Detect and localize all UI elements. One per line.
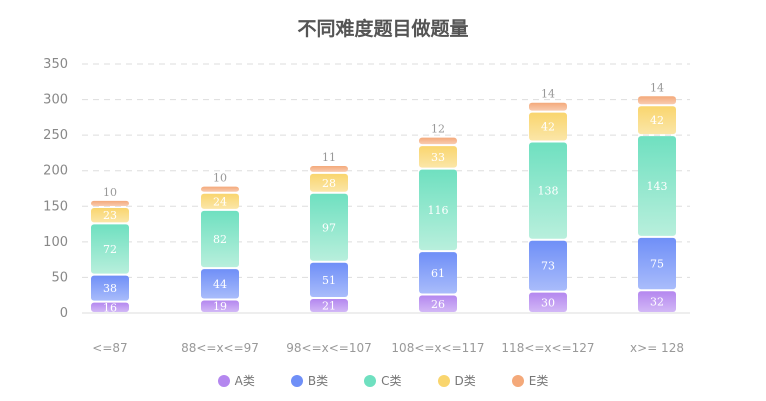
bar-segment (91, 275, 129, 301)
bar-segment (529, 142, 567, 239)
x-axis-ticks: <=87 88<=x<=97 98<=x<=107 108<=x<=117 118<=x… (92, 341, 684, 355)
legend-swatch (217, 374, 230, 387)
y-tick-label: 300 (43, 93, 68, 108)
data-label: 14 (541, 88, 555, 101)
data-label: 21 (322, 300, 336, 313)
bar-segment (419, 169, 457, 251)
data-label: 14 (650, 81, 664, 94)
data-label: 26 (431, 298, 445, 311)
x-tick-label: 108<=x<=117 (391, 341, 484, 355)
bar-segment (638, 136, 676, 236)
bar-segment (638, 291, 676, 312)
bar-segment (310, 193, 348, 261)
bar-segment (419, 137, 457, 145)
y-tick-label: 0 (60, 306, 68, 321)
bar-segment (529, 240, 567, 291)
y-tick-label: 100 (43, 235, 68, 250)
data-label: 61 (431, 267, 445, 280)
legend-label: D类 (454, 374, 476, 388)
legend-item[interactable]: E类 (511, 372, 549, 389)
y-tick-label: 200 (43, 164, 68, 179)
data-label: 138 (538, 185, 559, 198)
data-label: 28 (322, 177, 336, 190)
data-label: 19 (213, 300, 227, 313)
legend-swatch (437, 374, 450, 387)
legend-label: C类 (381, 374, 402, 388)
legend-label: A类 (234, 374, 255, 388)
legend-swatch (290, 374, 303, 387)
legend-item[interactable]: A类 (217, 372, 255, 389)
bar-segment (91, 200, 129, 206)
data-label: 16 (103, 301, 117, 314)
legend-item[interactable]: B类 (290, 372, 329, 389)
data-label: 11 (322, 151, 336, 164)
bar-segment (310, 166, 348, 172)
bar-segment (310, 173, 348, 192)
data-label: 72 (103, 243, 117, 256)
x-tick-label: x>= 128 (630, 341, 684, 355)
x-tick-label: <=87 (92, 341, 127, 355)
bar-segment (310, 299, 348, 312)
y-tick-label: 250 (43, 128, 68, 143)
data-label: 97 (322, 221, 336, 234)
bar-segment (419, 146, 457, 168)
data-label: 51 (322, 274, 336, 287)
bar-segment (201, 210, 239, 268)
legend-swatch (511, 374, 524, 387)
bars (91, 96, 676, 312)
legend: A类 B类 C类 D类 E类 (0, 372, 766, 389)
bar-segment (638, 106, 676, 135)
data-label: 32 (650, 296, 664, 309)
y-tick-label: 350 (43, 57, 68, 72)
bar-segment (201, 186, 239, 192)
legend-swatch (364, 374, 377, 387)
bar-segment (638, 96, 676, 105)
bar-segment (91, 302, 129, 312)
grid-lines (82, 63, 690, 314)
x-tick-label: 98<=x<=107 (286, 341, 372, 355)
bar-segment (529, 102, 567, 111)
data-label: 75 (650, 258, 664, 271)
y-tick-label: 150 (43, 199, 68, 214)
data-label: 10 (213, 172, 227, 185)
x-tick-label: 88<=x<=97 (181, 341, 259, 355)
legend-item[interactable]: C类 (364, 372, 402, 389)
bar-segment (91, 224, 129, 274)
bar-segment (201, 269, 239, 299)
data-label: 33 (431, 151, 445, 164)
data-label: 42 (650, 114, 664, 127)
y-axis-ticks: 0 50 100 150 200 250 300 350 (43, 57, 68, 321)
data-label: 116 (428, 204, 449, 217)
bar-segment (91, 207, 129, 223)
data-label: 82 (213, 233, 227, 246)
bar-segment (201, 300, 239, 312)
data-label: 30 (541, 296, 555, 309)
data-label: 24 (213, 195, 227, 208)
bar-segment (310, 262, 348, 298)
legend-label: B类 (307, 374, 329, 388)
y-tick-label: 50 (51, 270, 68, 285)
bar-segment (638, 237, 676, 290)
bar-segment (529, 112, 567, 141)
data-label: 44 (213, 278, 227, 291)
data-labels: 16 38 72 23 10 19 44 82 24 10 21 51 97 28 11 26 61 116 33 1… (103, 81, 668, 314)
data-label: 73 (541, 260, 555, 273)
data-label: 10 (103, 186, 117, 199)
x-tick-label: 118<=x<=127 (501, 341, 594, 355)
legend-item[interactable]: D类 (437, 372, 476, 389)
data-label: 42 (541, 121, 555, 134)
data-label: 143 (647, 180, 668, 193)
bar-segment (201, 193, 239, 209)
data-label: 38 (103, 282, 117, 295)
data-label: 23 (103, 209, 117, 222)
chart-title: 不同难度题目做题量 (297, 18, 469, 40)
bar-segment (419, 295, 457, 312)
bar-segment (529, 292, 567, 312)
legend-label: E类 (528, 374, 549, 388)
bar-segment (419, 252, 457, 294)
data-label: 12 (431, 123, 445, 136)
